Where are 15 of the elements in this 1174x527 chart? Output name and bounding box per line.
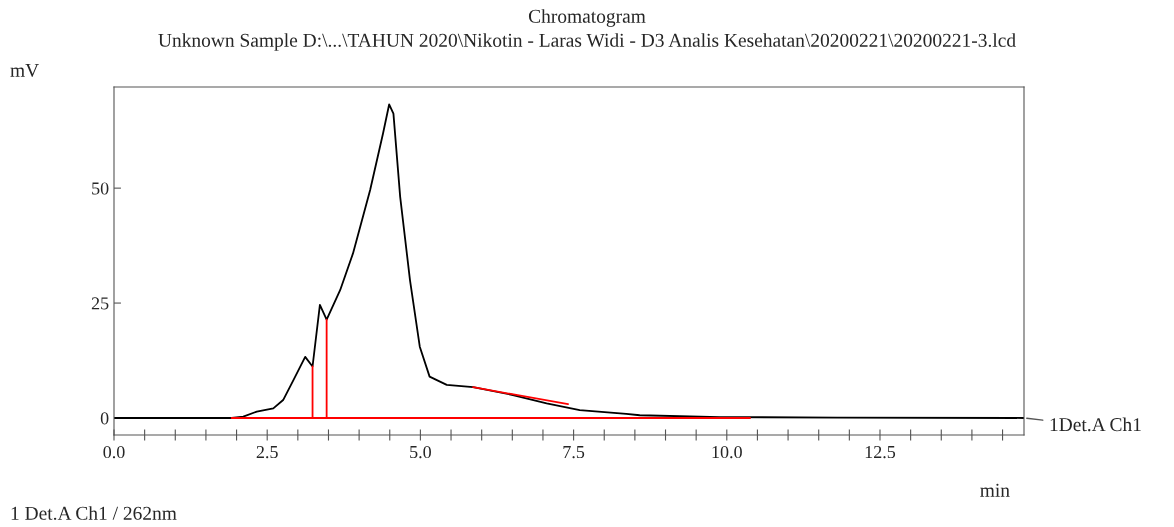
y-tick-label: 50 xyxy=(92,182,109,195)
x-tick-label: 0.0 xyxy=(103,445,125,459)
x-tick-label: 10.0 xyxy=(712,445,742,459)
x-axis-title: min xyxy=(980,483,1010,497)
x-tick-label: 7.5 xyxy=(563,446,585,459)
y-axis-title: mV xyxy=(10,63,39,77)
x-tick-label: 2.5 xyxy=(256,445,278,459)
y-tick-label: 25 xyxy=(91,297,109,310)
chart-subtitle: Unknown Sample D:\...\TAHUN 2020\Nikotin - Laras Widi - D3 Analis Kesehatan\20200221\20200221-3.lcd xyxy=(158,33,1016,51)
text: 1 Det.A Ch1 / 262nm xyxy=(11,506,177,520)
annotation: 1Det.A Ch1 xyxy=(1050,417,1141,432)
y-tick-label: 0 xyxy=(100,412,109,425)
chart-title: Chromatogram xyxy=(528,9,646,27)
x-tick-label: 12.5 xyxy=(865,445,896,459)
x-tick-label: 5.0 xyxy=(410,445,431,459)
